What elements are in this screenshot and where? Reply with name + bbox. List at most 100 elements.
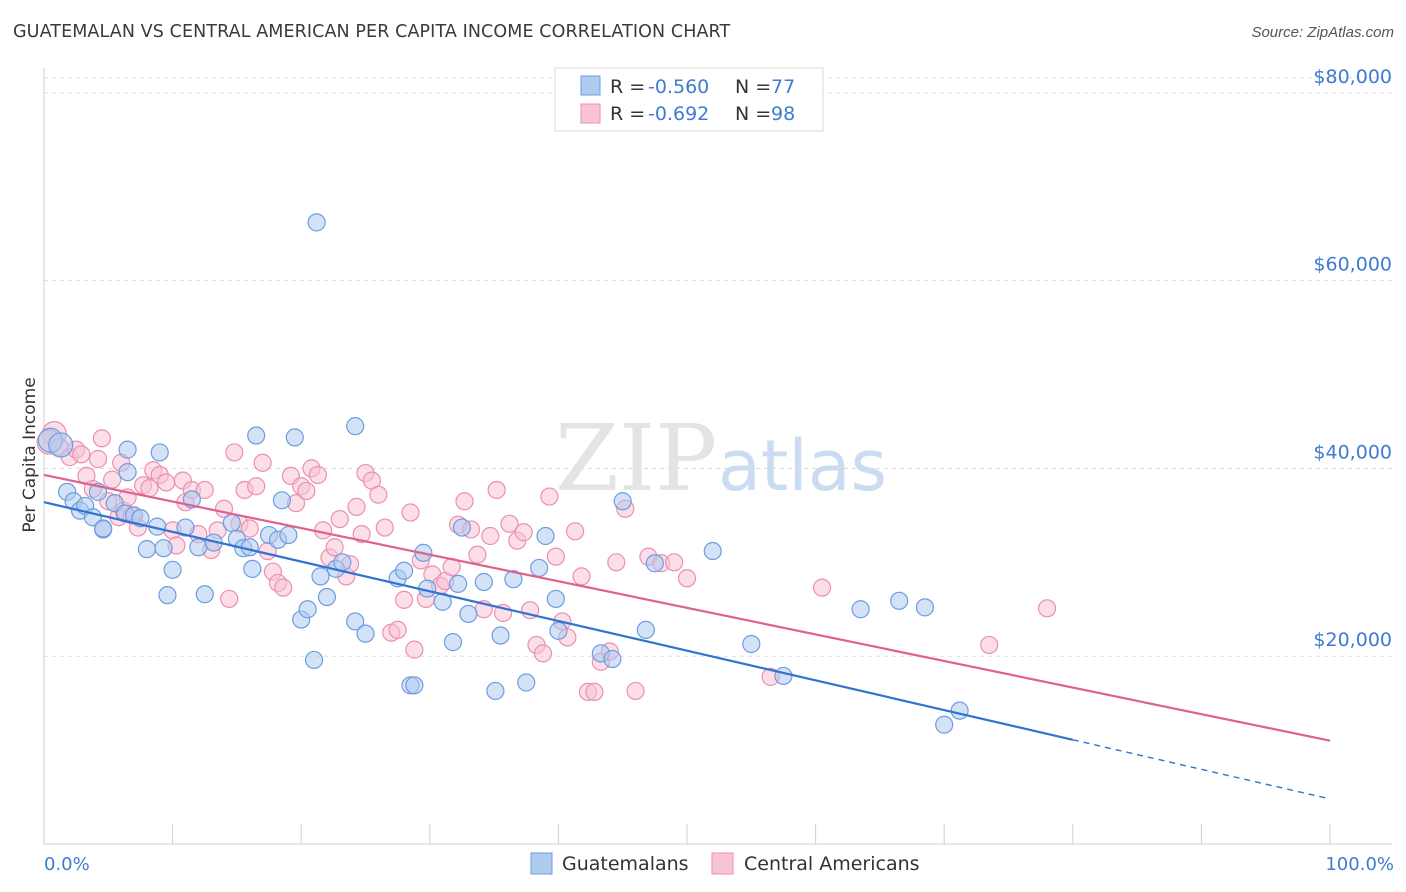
guatemalan-point — [118, 463, 137, 482]
guatemalan-point — [452, 518, 472, 537]
guatemalan-point — [279, 525, 298, 545]
guatemalan-point — [298, 600, 317, 619]
central-american-point — [572, 567, 591, 586]
series-legend-swatch-blue — [530, 852, 553, 875]
central-american-point — [626, 681, 645, 701]
guatemalan-point — [645, 554, 664, 573]
guatemalan-point — [346, 612, 365, 631]
guatemalans-trend-extension — [1072, 739, 1331, 800]
guatemalan-point — [137, 540, 156, 559]
guatemalan-point — [243, 559, 262, 578]
watermark-atlas: atlas — [718, 425, 887, 507]
central-american-point — [72, 445, 91, 464]
chart-title: GUATEMALAN VS CENTRAL AMERICAN PER CAPIT… — [13, 22, 731, 42]
guatemalan-point — [405, 676, 424, 695]
central-american-point — [455, 492, 474, 511]
watermark: ZIP atlas — [555, 405, 887, 512]
guatemalan-point — [176, 518, 195, 537]
guatemalan-point — [311, 567, 330, 586]
central-american-point — [401, 503, 420, 522]
guatemalan-point — [94, 519, 113, 538]
central-american-point — [487, 480, 506, 500]
guatemalan-point — [154, 539, 173, 558]
y-axis-label: Per Capita Income — [20, 377, 40, 532]
central-american-point — [369, 485, 388, 504]
guatemalan-point — [189, 538, 208, 557]
central-american-point — [225, 443, 244, 462]
central-american-point — [308, 465, 328, 485]
legend-n-value-blue: 77 — [771, 76, 795, 98]
guatemalan-point — [195, 585, 214, 604]
central-american-point — [585, 682, 604, 701]
guatemalan-point — [474, 572, 493, 592]
central-american-point — [240, 519, 259, 538]
legend-n-value-pink: 98 — [771, 103, 795, 125]
guatemalan-point — [703, 541, 722, 561]
guatemalan-point — [356, 624, 375, 643]
central-american-point — [980, 635, 999, 655]
legend-r-label-pink: R = — [610, 103, 645, 125]
guatemalans-points — [37, 213, 969, 734]
legend-swatch-blue — [580, 75, 601, 96]
central-american-point — [297, 481, 316, 501]
central-american-point — [274, 578, 293, 597]
central-american-point — [1037, 599, 1057, 618]
guatemalan-point — [603, 649, 622, 669]
central-american-point — [347, 497, 366, 516]
central-american-point — [481, 526, 500, 546]
guatemalan-point — [517, 673, 536, 692]
central-american-point — [325, 538, 344, 557]
x-tick-label: 0.0% — [44, 854, 90, 875]
guatemalan-point — [950, 701, 969, 720]
guatemalan-point — [636, 620, 655, 640]
y-tick-label: $80,000 — [1313, 66, 1392, 88]
guatemalan-point — [504, 570, 523, 589]
legend-swatch-pink — [580, 103, 601, 124]
guatemalan-point — [394, 561, 414, 580]
y-tick-label: $40,000 — [1313, 441, 1392, 463]
x-tick-label: 100.0% — [1325, 854, 1394, 875]
central-american-point — [195, 480, 214, 500]
guatemalan-point — [346, 417, 365, 436]
central-american-point — [566, 522, 585, 541]
central-american-point — [388, 620, 407, 640]
guatemalan-point — [317, 587, 337, 607]
central-american-point — [665, 553, 684, 572]
guatemalan-point — [163, 560, 182, 579]
central-american-point — [157, 473, 176, 492]
guatemalan-point — [247, 426, 266, 445]
stats-legend: R = -0.560 N = 77 R = -0.692 N = 98 — [554, 67, 824, 132]
guatemalan-point — [158, 586, 177, 605]
central-american-point — [220, 589, 239, 609]
central-american-point — [88, 449, 108, 469]
guatemalan-point — [742, 634, 761, 654]
guatemalan-point — [890, 591, 909, 610]
guatemalan-point — [448, 574, 468, 593]
central-american-point — [540, 487, 559, 506]
central-american-point — [253, 453, 272, 472]
guatemalan-point — [333, 553, 352, 572]
axes — [43, 68, 1392, 845]
y-tick-label: $20,000 — [1313, 629, 1392, 651]
guatemalan-point — [851, 600, 870, 619]
x-tick-labels: 0.0% 100.0% — [44, 854, 1394, 875]
guatemalan-point — [546, 589, 565, 609]
central-american-point — [330, 509, 349, 529]
central-american-point — [500, 514, 519, 533]
central-americans-points — [36, 421, 1057, 701]
central-american-point — [352, 525, 371, 544]
guatemalan-point — [222, 513, 241, 532]
chart-source: Source: ZipAtlas.com — [1251, 24, 1394, 41]
series-legend-label-pink: Central Americans — [744, 853, 920, 875]
central-american-point — [103, 470, 122, 489]
trend-lines — [43, 473, 1331, 800]
central-american-point — [677, 569, 697, 588]
legend-r-value-pink: -0.692 — [648, 103, 709, 125]
guatemalan-point — [443, 633, 463, 652]
guatemalan-point — [774, 666, 793, 686]
series-legend-swatch-pink — [711, 852, 734, 875]
central-american-point — [514, 523, 533, 542]
legend-n-label-blue: N = — [735, 76, 771, 98]
guatemalan-point — [150, 443, 169, 462]
